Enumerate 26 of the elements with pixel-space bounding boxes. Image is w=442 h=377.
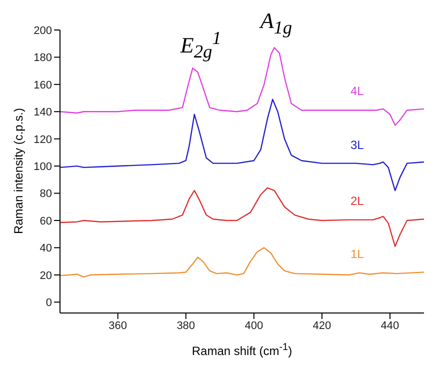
series-label: 1L [350,247,364,262]
x-axis-title: Raman shift (cm$^{-1}$) [190,342,294,358]
line-series [60,187,424,247]
y-tick-label: 40 [40,242,52,255]
y-tick-label: 80 [40,188,52,200]
y-tick-label: 160 [34,79,52,92]
series-label: 2L [350,194,364,208]
x-tick-label: 360 [108,320,128,332]
x-tick-label: 400 [244,320,264,332]
y-tick-label: 100 [34,160,52,173]
line-series [60,247,424,278]
series-label: 3L [350,138,364,152]
y-tick-label: 120 [34,134,52,146]
y-tick-label: 0 [46,297,52,310]
y-tick-label: 200 [34,24,52,37]
line-series [60,98,424,192]
y-tick-label: 180 [34,52,52,64]
x-tick-label: 420 [312,320,332,332]
x-tick-label: 380 [176,320,196,332]
series-label: 4L [350,84,364,98]
y-tick-label: 20 [40,270,52,282]
annotation: A$_{1g}$ [260,8,292,38]
x-tick-label: 440 [380,320,400,332]
y-tick-label: 60 [40,215,52,228]
y-axis-title: Raman intensity (c.p.s.) [11,106,25,236]
y-tick-label: 140 [34,106,52,119]
